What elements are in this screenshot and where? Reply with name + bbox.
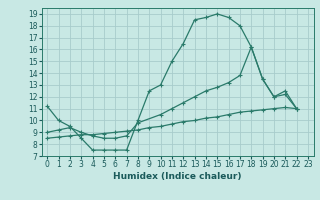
X-axis label: Humidex (Indice chaleur): Humidex (Indice chaleur) <box>113 172 242 181</box>
